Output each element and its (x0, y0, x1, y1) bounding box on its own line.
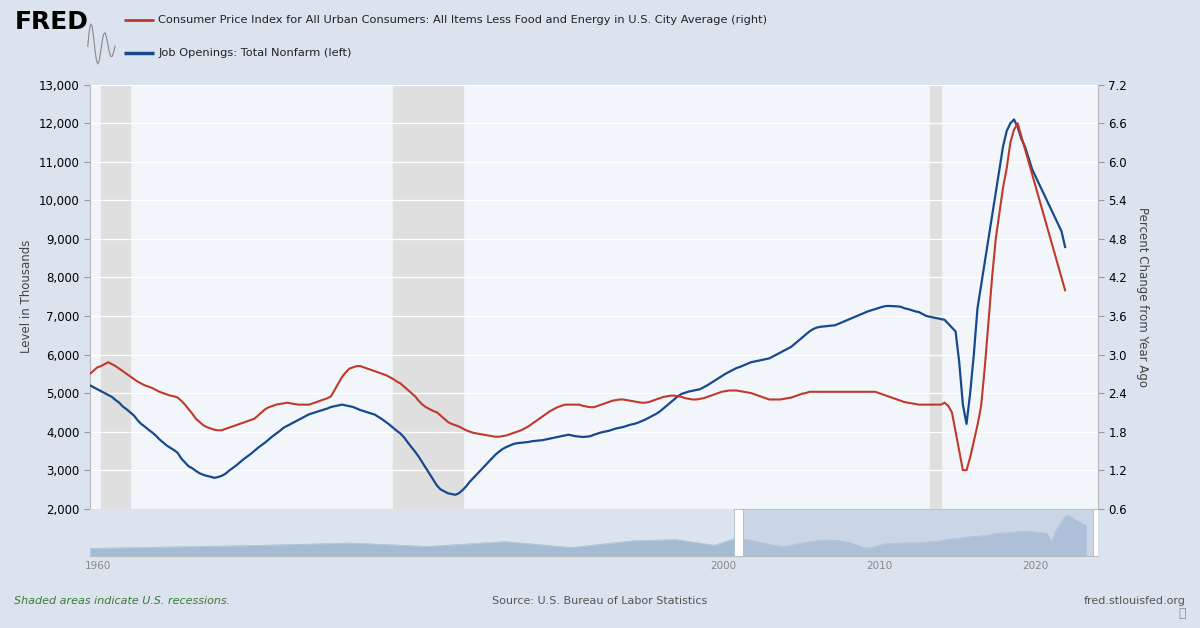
Y-axis label: Percent Change from Year Ago: Percent Change from Year Ago (1136, 207, 1150, 387)
Bar (1093, 509, 1103, 556)
Text: fred.stlouisfed.org: fred.stlouisfed.org (1084, 596, 1186, 606)
Text: Job Openings: Total Nonfarm (left): Job Openings: Total Nonfarm (left) (158, 48, 352, 58)
Text: ⛶: ⛶ (1178, 607, 1186, 620)
Bar (930, 85, 941, 509)
Text: FRED: FRED (14, 10, 89, 34)
Text: Source: U.S. Bureau of Labor Statistics: Source: U.S. Bureau of Labor Statistics (492, 596, 708, 606)
Bar (734, 509, 743, 556)
Bar (101, 85, 131, 509)
Text: Shaded areas indicate U.S. recessions.: Shaded areas indicate U.S. recessions. (14, 596, 230, 606)
Bar (394, 85, 462, 509)
Text: Consumer Price Index for All Urban Consumers: All Items Less Food and Energy in : Consumer Price Index for All Urban Consu… (158, 14, 768, 24)
Bar (738, 509, 1098, 556)
Y-axis label: Level in Thousands: Level in Thousands (20, 240, 34, 354)
